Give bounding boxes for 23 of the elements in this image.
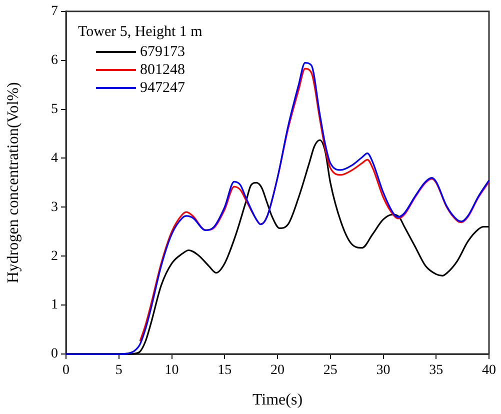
x-tick-label: 15 [218, 363, 232, 378]
legend-title: Tower 5, Height 1 m [78, 23, 202, 42]
y-tick-label: 1 [51, 298, 58, 313]
x-tick-label: 30 [376, 363, 390, 378]
y-tick-label: 3 [51, 200, 58, 215]
y-tick-label: 5 [51, 102, 58, 117]
legend-label: 801248 [140, 61, 185, 80]
x-tick-label: 20 [270, 363, 284, 378]
y-tick-label: 6 [51, 53, 58, 68]
y-axis-title: Hydrogen concentration(Vol%) [4, 82, 22, 284]
legend-label: 947247 [140, 79, 185, 98]
y-tick-label: 0 [51, 346, 58, 362]
x-tick-label: 40 [482, 363, 496, 378]
y-tick-label: 2 [51, 248, 58, 264]
legend-label: 679173 [140, 43, 185, 62]
x-tick-label: 5 [115, 363, 122, 378]
x-tick-label: 35 [429, 363, 444, 378]
x-axis-title: Time(s) [252, 392, 303, 409]
x-tick-label: 10 [164, 363, 179, 378]
x-tick-label: 25 [323, 363, 338, 378]
y-tick-label: 4 [51, 150, 58, 166]
y-tick-label: 7 [51, 4, 58, 20]
x-tick-label: 0 [62, 363, 70, 378]
